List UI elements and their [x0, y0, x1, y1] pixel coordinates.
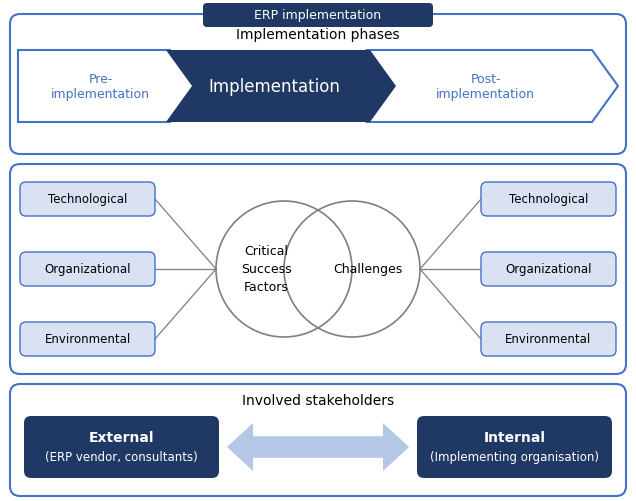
- FancyBboxPatch shape: [481, 322, 616, 356]
- FancyBboxPatch shape: [481, 253, 616, 287]
- Text: Organizational: Organizational: [45, 263, 131, 276]
- Text: Critical
Success
Factors: Critical Success Factors: [240, 245, 291, 294]
- FancyBboxPatch shape: [481, 183, 616, 216]
- Polygon shape: [366, 51, 618, 123]
- Polygon shape: [166, 51, 396, 123]
- FancyBboxPatch shape: [417, 416, 612, 478]
- Text: (ERP vendor, consultants): (ERP vendor, consultants): [45, 450, 198, 463]
- Text: Implementation: Implementation: [209, 78, 340, 96]
- Text: Organizational: Organizational: [505, 263, 591, 276]
- FancyBboxPatch shape: [20, 183, 155, 216]
- Text: Post-
implementation: Post- implementation: [436, 73, 535, 101]
- Text: Implementation phases: Implementation phases: [236, 28, 400, 42]
- Text: (Implementing organisation): (Implementing organisation): [430, 450, 599, 463]
- FancyBboxPatch shape: [20, 253, 155, 287]
- FancyBboxPatch shape: [203, 4, 433, 28]
- Polygon shape: [18, 51, 196, 123]
- Text: Internal: Internal: [483, 430, 546, 444]
- FancyBboxPatch shape: [20, 322, 155, 356]
- Polygon shape: [227, 423, 409, 471]
- Text: Environmental: Environmental: [506, 333, 591, 346]
- Text: Technological: Technological: [509, 193, 588, 206]
- Text: Challenges: Challenges: [333, 263, 403, 276]
- Text: Involved stakeholders: Involved stakeholders: [242, 393, 394, 407]
- Text: ERP implementation: ERP implementation: [254, 10, 382, 23]
- FancyBboxPatch shape: [10, 15, 626, 155]
- FancyBboxPatch shape: [10, 165, 626, 374]
- Text: Environmental: Environmental: [45, 333, 130, 346]
- FancyBboxPatch shape: [10, 384, 626, 496]
- FancyBboxPatch shape: [24, 416, 219, 478]
- Text: Technological: Technological: [48, 193, 127, 206]
- Text: Pre-
implementation: Pre- implementation: [51, 73, 150, 101]
- Text: External: External: [89, 430, 155, 444]
